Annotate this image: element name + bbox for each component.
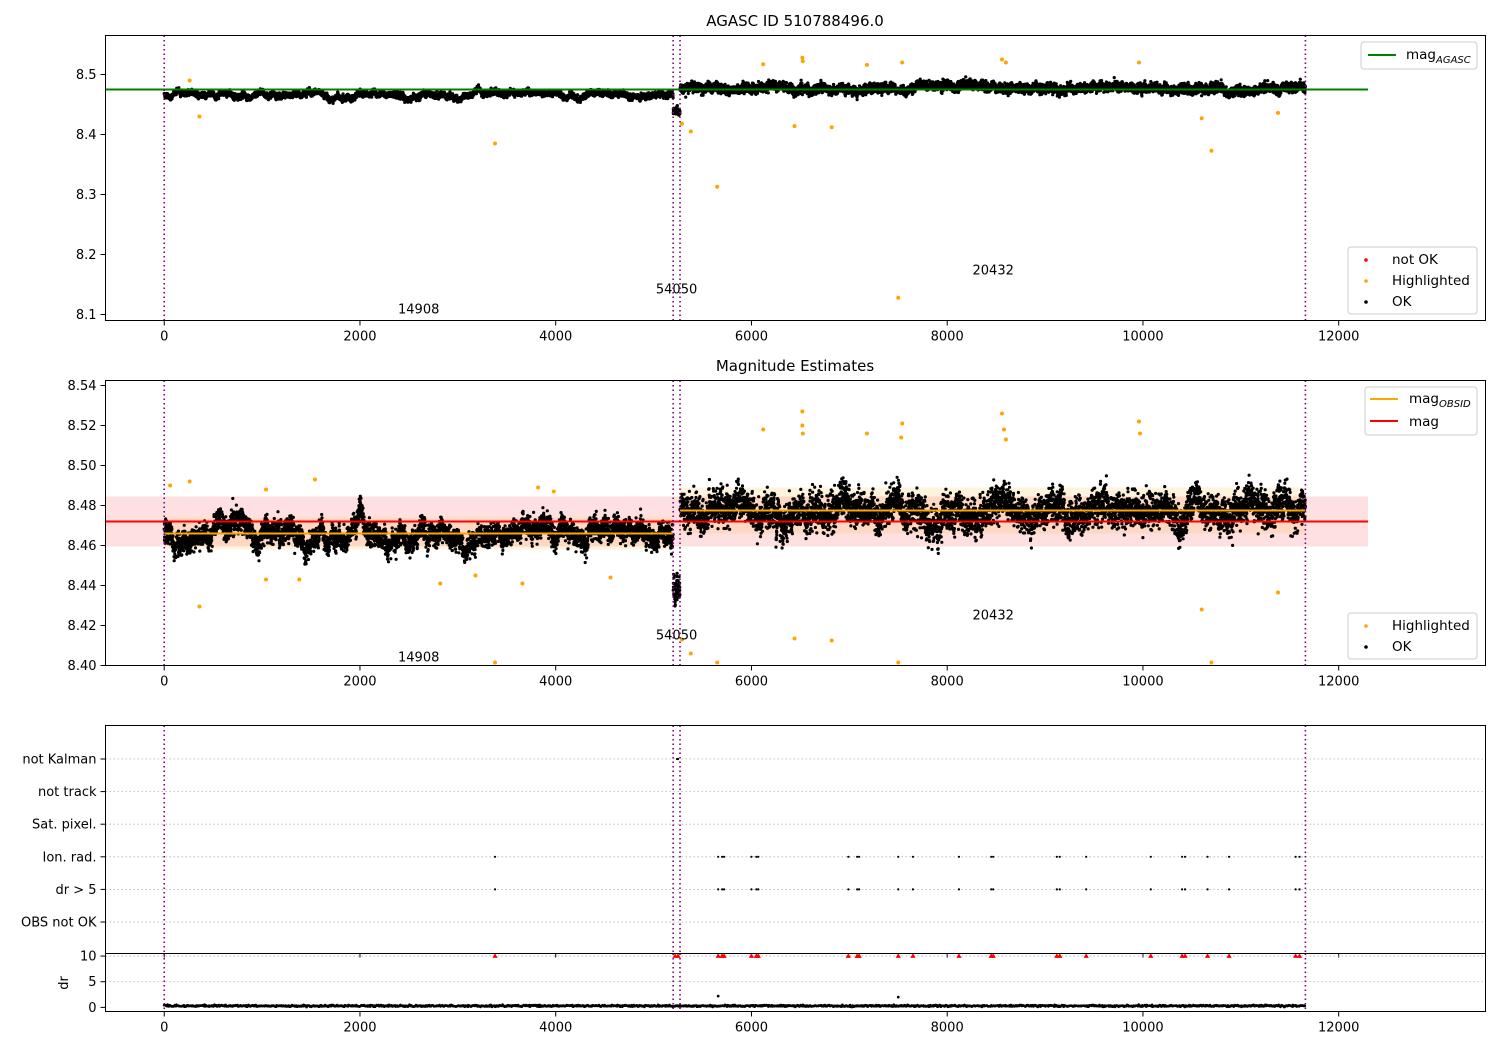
- ok-point: [217, 97, 221, 101]
- ok-point: [304, 95, 308, 99]
- ok-point: [370, 95, 374, 99]
- ok-points: [162, 75, 1307, 117]
- panel1-title: AGASC ID 510788496.0: [706, 12, 884, 30]
- ok-point: [675, 104, 679, 108]
- ok-point: [451, 92, 455, 96]
- ok-point: [686, 91, 690, 96]
- ok-point: [341, 92, 345, 96]
- ok-point: [576, 93, 580, 97]
- ok-point: [684, 95, 688, 99]
- ok-point: [196, 97, 201, 101]
